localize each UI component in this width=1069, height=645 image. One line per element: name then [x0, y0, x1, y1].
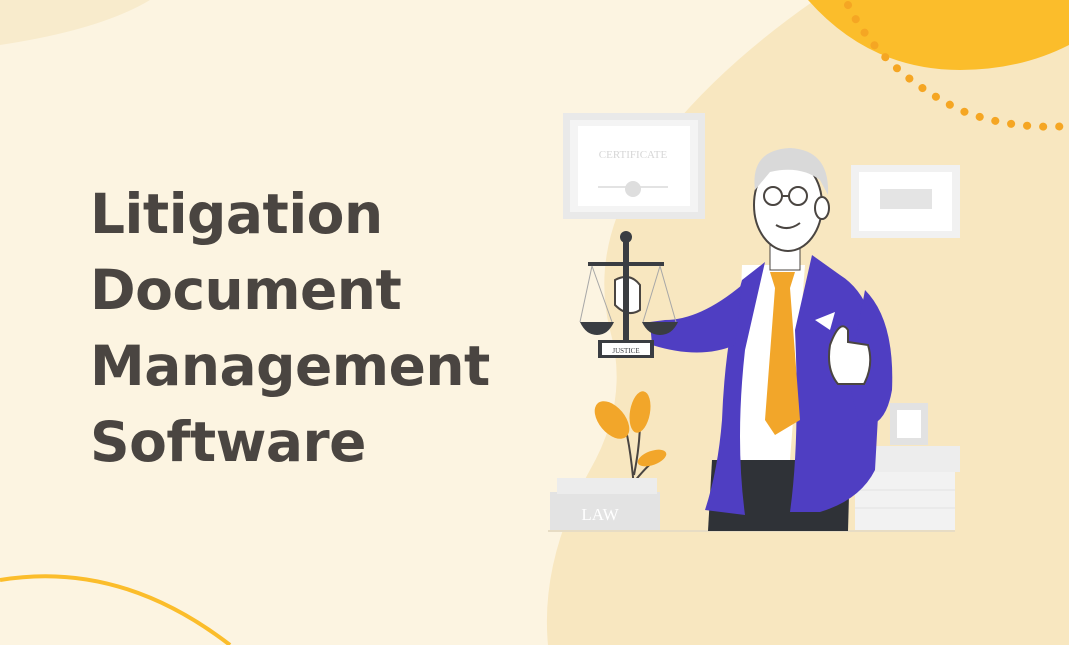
photo-frame: [890, 403, 928, 445]
top-left-blob: [0, 0, 150, 45]
dotted-arc: [844, 1, 1069, 131]
title-line-4: Software: [90, 410, 366, 474]
sun-decoration: [808, 0, 1069, 70]
title-line-3: Management: [90, 334, 490, 398]
paper-stack: [855, 446, 960, 530]
bottom-arc: [0, 574, 232, 645]
scales-of-justice: JUSTICE: [579, 231, 678, 358]
title-line-2: Document: [90, 258, 402, 322]
law-books: LAW: [550, 478, 660, 530]
wall-frame: [851, 165, 960, 238]
certificate-text: CERTIFICATE: [599, 149, 668, 161]
title-line-1: Litigation: [90, 182, 383, 246]
law-book-text: LAW: [581, 505, 619, 524]
lawyer-figure: [614, 148, 893, 531]
scale-plaque-text: JUSTICE: [612, 347, 639, 355]
certificate-frame: CERTIFICATE: [563, 113, 705, 219]
page-title: Litigation Document Management Software: [90, 176, 490, 480]
